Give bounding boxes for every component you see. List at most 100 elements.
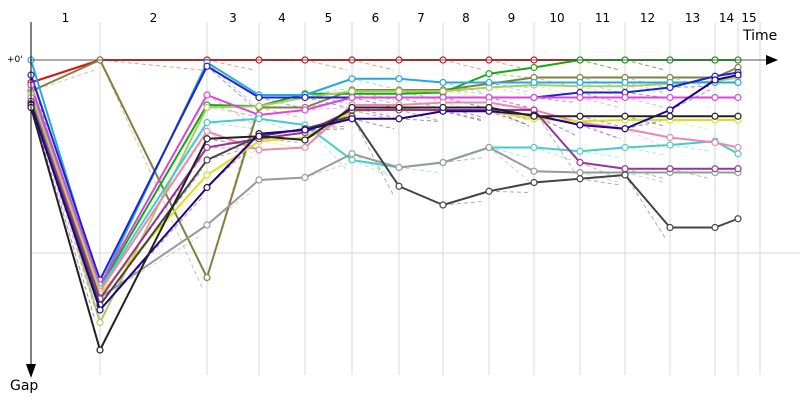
pit-connector-series-10 bbox=[533, 118, 576, 132]
pit-connector-series-12 bbox=[533, 109, 576, 173]
series-15-point-6 bbox=[395, 103, 403, 112]
series-7-point-11 bbox=[621, 93, 629, 102]
series-8-point-5 bbox=[348, 156, 356, 164]
pit-connector-series-14 bbox=[351, 118, 395, 130]
series-2-point-2 bbox=[203, 273, 211, 282]
series-13-point-14 bbox=[734, 215, 742, 223]
pit-connector-series-8 bbox=[351, 159, 395, 178]
pit-connector-series-12 bbox=[669, 168, 711, 180]
series-6-point-12 bbox=[666, 83, 674, 92]
series-12-point-14 bbox=[734, 165, 742, 173]
pit-connector-series-11 bbox=[351, 153, 395, 178]
lap-number-9: 9 bbox=[508, 11, 516, 25]
pit-connector-series-7 bbox=[206, 94, 255, 126]
pit-connector-series-1 bbox=[206, 59, 255, 71]
pit-connector-series-7 bbox=[624, 97, 666, 108]
lap-number-12: 12 bbox=[640, 11, 655, 25]
series-15-point-10 bbox=[576, 112, 584, 120]
series-13-point-2 bbox=[203, 156, 211, 164]
series-4-point-1 bbox=[96, 318, 104, 327]
series-13-point-13 bbox=[711, 223, 719, 232]
pit-connector-series-9 bbox=[624, 128, 666, 148]
series-13-point-6 bbox=[395, 182, 403, 190]
series-9-point-14 bbox=[734, 143, 742, 152]
pit-connectors bbox=[30, 59, 711, 351]
series-4-point-7 bbox=[439, 87, 447, 95]
pit-connector-series-3 bbox=[579, 59, 621, 71]
series-7-point-6 bbox=[395, 93, 403, 102]
pit-connector-series-11 bbox=[304, 163, 348, 178]
lap-number-1: 1 bbox=[62, 11, 70, 25]
series-8-point-14 bbox=[734, 150, 742, 158]
series-9-point-3 bbox=[255, 146, 263, 154]
series-8-point-10 bbox=[576, 147, 584, 155]
series-5-point-14 bbox=[734, 78, 742, 87]
pit-connector-series-13 bbox=[206, 145, 255, 161]
lap-number-13: 13 bbox=[685, 11, 700, 25]
series-15-point-3 bbox=[255, 132, 263, 140]
series-13-point-10 bbox=[576, 175, 584, 183]
pit-connector-series-8 bbox=[304, 124, 348, 171]
lap-number-14: 14 bbox=[719, 11, 734, 25]
series-7-point-2 bbox=[203, 91, 211, 99]
series-11-point-10 bbox=[576, 168, 584, 177]
pit-connector-series-6 bbox=[304, 97, 348, 108]
series-14-point-13 bbox=[711, 76, 719, 84]
series-5-point-7 bbox=[439, 78, 447, 87]
pit-connector-series-14 bbox=[398, 118, 439, 122]
series-11-point-7 bbox=[439, 158, 447, 167]
series-8-point-11 bbox=[621, 143, 629, 152]
series-11-point-6 bbox=[395, 163, 403, 172]
pit-connector-series-10 bbox=[669, 119, 711, 131]
series-line-4 bbox=[30, 76, 739, 324]
series-8-point-12 bbox=[666, 141, 674, 149]
series-9-point-2 bbox=[203, 127, 211, 135]
lap-number-5: 5 bbox=[325, 11, 333, 25]
series-15-point-7 bbox=[439, 103, 447, 112]
series-14-point-5 bbox=[348, 115, 356, 123]
lap-number-3: 3 bbox=[229, 11, 237, 25]
lap-number-2: 2 bbox=[150, 11, 158, 25]
pit-connector-series-8 bbox=[206, 122, 255, 130]
pit-connector-series-1 bbox=[442, 59, 485, 71]
lap-number-10: 10 bbox=[549, 11, 564, 25]
series-15-point-1 bbox=[96, 346, 104, 354]
series-9-point-4 bbox=[301, 143, 309, 152]
pit-connector-series-1 bbox=[304, 59, 348, 71]
series-6-point-4 bbox=[301, 93, 309, 102]
lap-number-15: 15 bbox=[741, 11, 756, 25]
lap-number-7: 7 bbox=[417, 11, 425, 25]
pit-connector-series-8 bbox=[258, 118, 301, 136]
x-axis-arrow bbox=[766, 55, 778, 65]
series-14-point-1 bbox=[96, 306, 104, 314]
pit-connector-series-10 bbox=[488, 110, 530, 130]
pit-connector-series-10 bbox=[442, 110, 485, 122]
series-4-point-3 bbox=[255, 102, 263, 110]
series-4-point-6 bbox=[395, 87, 403, 95]
series-4-point-5 bbox=[348, 87, 356, 95]
pit-connector-series-15 bbox=[206, 138, 255, 147]
series-15-point-13 bbox=[711, 112, 719, 120]
pit-connector-series-8 bbox=[398, 167, 439, 173]
series-7-point-13 bbox=[711, 93, 719, 102]
pit-connector-series-3 bbox=[351, 93, 395, 105]
series-5-point-5 bbox=[348, 75, 356, 83]
pit-connector-series-10 bbox=[351, 110, 395, 120]
series-15-point-9 bbox=[530, 112, 538, 120]
series-9-point-12 bbox=[666, 133, 674, 142]
pit-connector-series-14 bbox=[30, 104, 96, 321]
series-8-point-2 bbox=[203, 118, 211, 127]
series-15-point-4 bbox=[301, 136, 309, 144]
series-11-point-9 bbox=[530, 167, 538, 175]
pit-connector-series-7 bbox=[579, 97, 621, 108]
series-15-point-14 bbox=[734, 112, 742, 120]
pit-connector-series-13 bbox=[351, 116, 395, 197]
pit-connector-series-8 bbox=[669, 144, 711, 152]
pit-connector-series-11 bbox=[488, 147, 530, 182]
y-axis-label: Gap bbox=[10, 378, 38, 394]
series-13-point-9 bbox=[530, 178, 538, 187]
series-line-9 bbox=[30, 93, 739, 293]
series-7-point-9 bbox=[530, 93, 538, 102]
series-14-point-12 bbox=[666, 106, 674, 114]
pit-connector-series-14 bbox=[442, 110, 485, 122]
